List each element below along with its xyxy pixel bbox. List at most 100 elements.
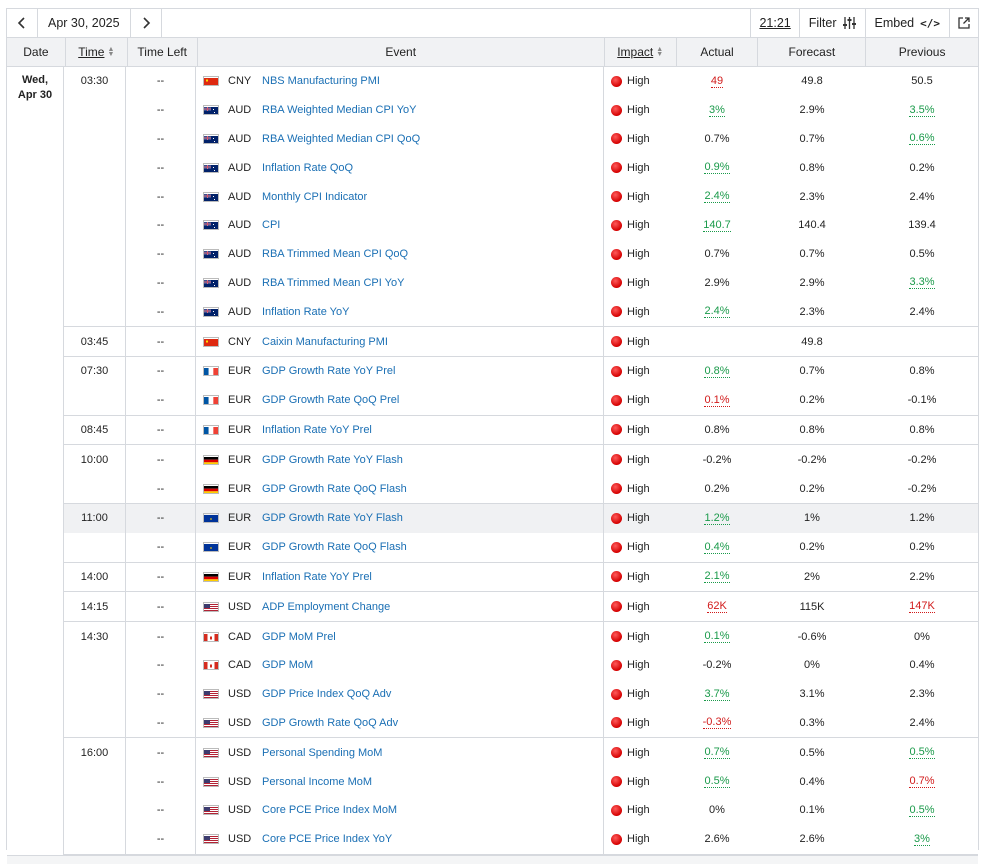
event-name-link[interactable]: GDP Growth Rate QoQ Flash: [262, 482, 407, 495]
col-time[interactable]: Time ▲ ▼: [66, 38, 128, 66]
event-name-link[interactable]: Caixin Manufacturing PMI: [262, 335, 388, 348]
event-name-link[interactable]: CPI: [262, 219, 281, 232]
time-cell: 11:00: [64, 503, 126, 533]
event-name-link[interactable]: Inflation Rate YoY Prel: [262, 423, 372, 436]
table-header: Date Time ▲ ▼ Time Left Event Impact ▲ ▼ A…: [7, 38, 978, 67]
table-row[interactable]: -- AUD RBA Weighted Median CPI QoQ High 0.7%…: [64, 124, 978, 154]
event-name-link[interactable]: GDP MoM Prel: [262, 630, 336, 643]
event-name-link[interactable]: RBA Trimmed Mean CPI YoY: [262, 276, 405, 289]
table-row[interactable]: -- AUD RBA Trimmed Mean CPI QoQ High 0.7% 0.7…: [64, 239, 978, 269]
event-name-link[interactable]: Inflation Rate YoY Prel: [262, 570, 372, 583]
table-row[interactable]: 03:30 -- CNY NBS Manufacturing PMI High 49 49.…: [64, 67, 978, 96]
table-row[interactable]: 16:00 -- USD Personal Spending MoM High 0.7% 0…: [64, 738, 978, 768]
time-cell: [64, 95, 126, 125]
table-row[interactable]: -- AUD CPI High 140.7 140.4 139.4: [64, 210, 978, 240]
event-name-link[interactable]: Personal Spending MoM: [262, 746, 383, 759]
event-time: 03:30: [80, 75, 109, 88]
previous-cell: 0%: [866, 622, 978, 651]
currency-code: USD: [228, 716, 252, 729]
event-name-link[interactable]: RBA Weighted Median CPI YoY: [262, 104, 417, 117]
timezone-time-button[interactable]: 21:21: [750, 9, 798, 37]
actual-cell: 0.7%: [676, 125, 758, 154]
table-row[interactable]: -- USD GDP Growth Rate QoQ Adv High -0.3% 0.3…: [64, 708, 978, 738]
event-name-link[interactable]: Core PCE Price Index MoM: [262, 804, 398, 817]
impact-cell: High: [604, 767, 676, 796]
table-row[interactable]: -- USD Core PCE Price Index YoY High 2.6% 2.6…: [64, 824, 978, 854]
event-name-link[interactable]: ADP Employment Change: [262, 600, 391, 613]
previous-value: 3.3%: [909, 276, 935, 290]
impact-high-icon: [611, 248, 622, 260]
event-name-link[interactable]: GDP Growth Rate QoQ Prel: [262, 394, 400, 407]
table-row[interactable]: -- AUD Inflation Rate QoQ High 0.9% 0.8% 0.2%: [64, 153, 978, 183]
time-cell: [64, 708, 126, 738]
table-row[interactable]: 10:00 -- EUR GDP Growth Rate YoY Flash High -…: [64, 445, 978, 475]
event-time: 14:15: [80, 600, 109, 613]
event-name-link[interactable]: Personal Income MoM: [262, 775, 373, 788]
open-external-button[interactable]: [949, 9, 978, 37]
impact-high-icon: [611, 833, 622, 845]
currency-code: CNY: [228, 75, 252, 88]
previous-value: 0.8%: [909, 423, 935, 436]
table-row[interactable]: 07:30 -- EUR GDP Growth Rate YoY Prel High 0.…: [64, 356, 978, 386]
actual-cell: 0.9%: [676, 153, 758, 182]
table-row[interactable]: 14:00 -- EUR Inflation Rate YoY Prel High 2.1…: [64, 562, 978, 592]
au-flag-icon: [203, 162, 219, 173]
currency-code: AUD: [228, 104, 252, 117]
event-name-link[interactable]: GDP Growth Rate YoY Flash: [262, 512, 403, 525]
actual-cell: 2.4%: [676, 297, 758, 326]
filter-button[interactable]: Filter: [798, 9, 865, 37]
table-row[interactable]: 03:45 -- CNY Caixin Manufacturing PMI High 49…: [64, 327, 978, 356]
time-left-cell: --: [126, 95, 196, 125]
table-row[interactable]: -- CAD GDP MoM High -0.2% 0% 0.4%: [64, 650, 978, 680]
event-name-link[interactable]: RBA Trimmed Mean CPI QoQ: [262, 248, 409, 261]
table-row[interactable]: -- EUR GDP Growth Rate QoQ Prel High 0.1% 0.2…: [64, 385, 978, 415]
forecast-cell: 49.8: [758, 67, 866, 96]
forecast-value: 0.7%: [799, 248, 825, 261]
impact-cell: High: [604, 357, 676, 386]
table-row[interactable]: 14:30 -- CAD GDP MoM Prel High 0.1% -0.6% 0%: [64, 622, 978, 651]
table-row[interactable]: 08:45 -- EUR Inflation Rate YoY Prel High 0.8…: [64, 415, 978, 445]
event-name-link[interactable]: Core PCE Price Index YoY: [262, 833, 393, 846]
forecast-value: 0.4%: [799, 775, 825, 788]
event-name-link[interactable]: GDP Growth Rate YoY Flash: [262, 453, 403, 466]
table-row[interactable]: -- AUD RBA Trimmed Mean CPI YoY High 2.9% 2.9…: [64, 268, 978, 298]
table-row[interactable]: -- AUD Monthly CPI Indicator High 2.4% 2.3% 2.…: [64, 182, 978, 211]
prev-day-button[interactable]: [7, 9, 38, 37]
table-row[interactable]: -- AUD RBA Weighted Median CPI YoY High 3% 2.…: [64, 95, 978, 125]
table-row[interactable]: -- EUR GDP Growth Rate QoQ Flash High 0.4% 0.…: [64, 532, 978, 562]
table-row[interactable]: -- AUD Inflation Rate YoY High 2.4% 2.3% 2.4%: [64, 297, 978, 327]
time-left-cell: --: [126, 738, 196, 768]
table-row[interactable]: -- USD Core PCE Price Index MoM High 0% 0.1% 0…: [64, 795, 978, 825]
embed-button[interactable]: Embed </>: [864, 9, 949, 37]
table-row[interactable]: -- USD Personal Income MoM High 0.5% 0.4% 0.7%: [64, 767, 978, 796]
forecast-cell: 0.7%: [758, 357, 866, 386]
event-name-link[interactable]: GDP MoM: [262, 659, 314, 672]
event-name-link[interactable]: Monthly CPI Indicator: [262, 190, 368, 203]
event-name-link[interactable]: GDP Price Index QoQ Adv: [262, 688, 392, 701]
table-row[interactable]: 11:00 -- EUR GDP Growth Rate YoY Flash High 1…: [64, 503, 978, 533]
event-name-link[interactable]: GDP Growth Rate YoY Prel: [262, 365, 396, 378]
table-row[interactable]: -- USD GDP Price Index QoQ Adv High 3.7% 3.1%…: [64, 679, 978, 709]
time-left-cell: --: [126, 767, 196, 796]
time-left-value: --: [156, 423, 165, 436]
table-row[interactable]: 14:15 -- USD ADP Employment Change High 62K 11…: [64, 592, 978, 622]
event-name-link[interactable]: RBA Weighted Median CPI QoQ: [262, 132, 421, 145]
event-name-link[interactable]: GDP Growth Rate QoQ Flash: [262, 541, 407, 554]
next-day-button[interactable]: [129, 9, 162, 37]
col-impact[interactable]: Impact ▲ ▼: [605, 38, 677, 66]
impact-high-icon: [611, 659, 622, 671]
time-group: 14:30 -- CAD GDP MoM Prel High 0.1% -0.6% 0% -- C…: [64, 622, 978, 739]
event-name-link[interactable]: Inflation Rate QoQ: [262, 161, 354, 174]
actual-value: 2.4%: [704, 305, 730, 319]
event-name-link[interactable]: GDP Growth Rate QoQ Adv: [262, 716, 399, 729]
impact-cell: High: [604, 96, 676, 125]
time-left-cell: --: [126, 415, 196, 445]
event-name-link[interactable]: NBS Manufacturing PMI: [262, 75, 380, 88]
date-picker[interactable]: Apr 30, 2025: [48, 16, 120, 30]
table-row[interactable]: -- EUR GDP Growth Rate QoQ Flash High 0.2% 0.…: [64, 474, 978, 503]
impact-high-icon: [611, 104, 622, 116]
event-name-link[interactable]: Inflation Rate YoY: [262, 305, 350, 318]
impact-high-icon: [611, 277, 622, 289]
code-icon: </>: [920, 16, 940, 30]
impact-cell: High: [604, 738, 676, 767]
